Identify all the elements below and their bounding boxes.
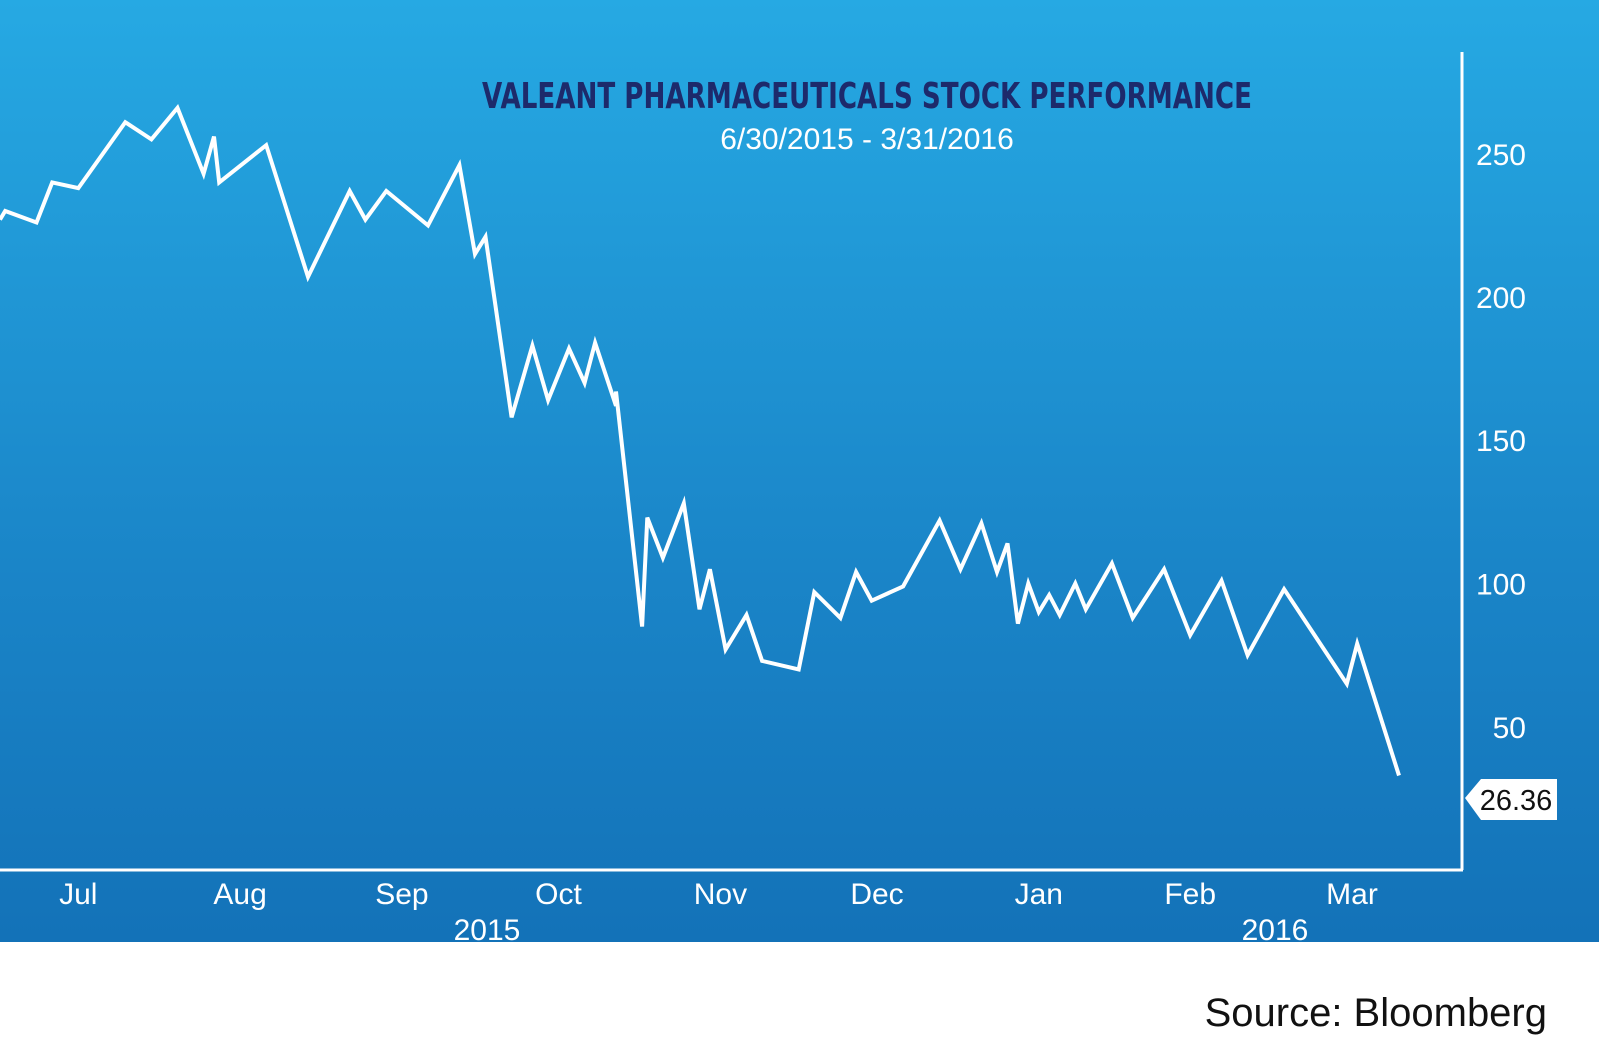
last-value-tag (1465, 779, 1557, 820)
x-tick-label: Sep (375, 878, 428, 911)
year-label-2016: 2016 (1242, 914, 1309, 942)
y-axis-ticks: 50 100 150 200 250 (1476, 139, 1526, 745)
x-tick-label: Dec (850, 878, 903, 911)
source-credit: Source: Bloomberg (1204, 991, 1547, 1035)
y-tick-label: 150 (1476, 425, 1526, 458)
y-tick-label: 100 (1476, 569, 1526, 602)
stock-chart: VALEANT PHARMACEUTICALS STOCK PERFORMANC… (0, 76, 1557, 942)
price-series-line (0, 104, 1401, 777)
chart-subtitle: 6/30/2015 - 3/31/2016 (720, 123, 1014, 156)
x-tick-label: Mar (1326, 878, 1378, 911)
x-tick-label: Jul (59, 878, 97, 911)
year-label-2015: 2015 (454, 914, 521, 942)
x-axis-ticks: Jul Aug Sep Oct Nov Dec Jan Feb Mar (59, 878, 1378, 911)
x-tick-label: Nov (694, 878, 747, 911)
x-tick-label: Oct (535, 878, 582, 911)
last-value-callout: 26.36 (1465, 779, 1557, 820)
x-tick-label: Feb (1164, 878, 1216, 911)
y-tick-label: 250 (1476, 139, 1526, 172)
x-tick-label: Jan (1015, 878, 1063, 911)
chart-title: VALEANT PHARMACEUTICALS STOCK PERFORMANC… (482, 76, 1252, 117)
y-tick-label: 200 (1476, 282, 1526, 315)
chart-panel: VALEANT PHARMACEUTICALS STOCK PERFORMANC… (0, 0, 1599, 942)
last-value-label: 26.36 (1480, 785, 1553, 817)
x-tick-label: Aug (213, 878, 266, 911)
y-tick-label: 50 (1493, 712, 1526, 745)
